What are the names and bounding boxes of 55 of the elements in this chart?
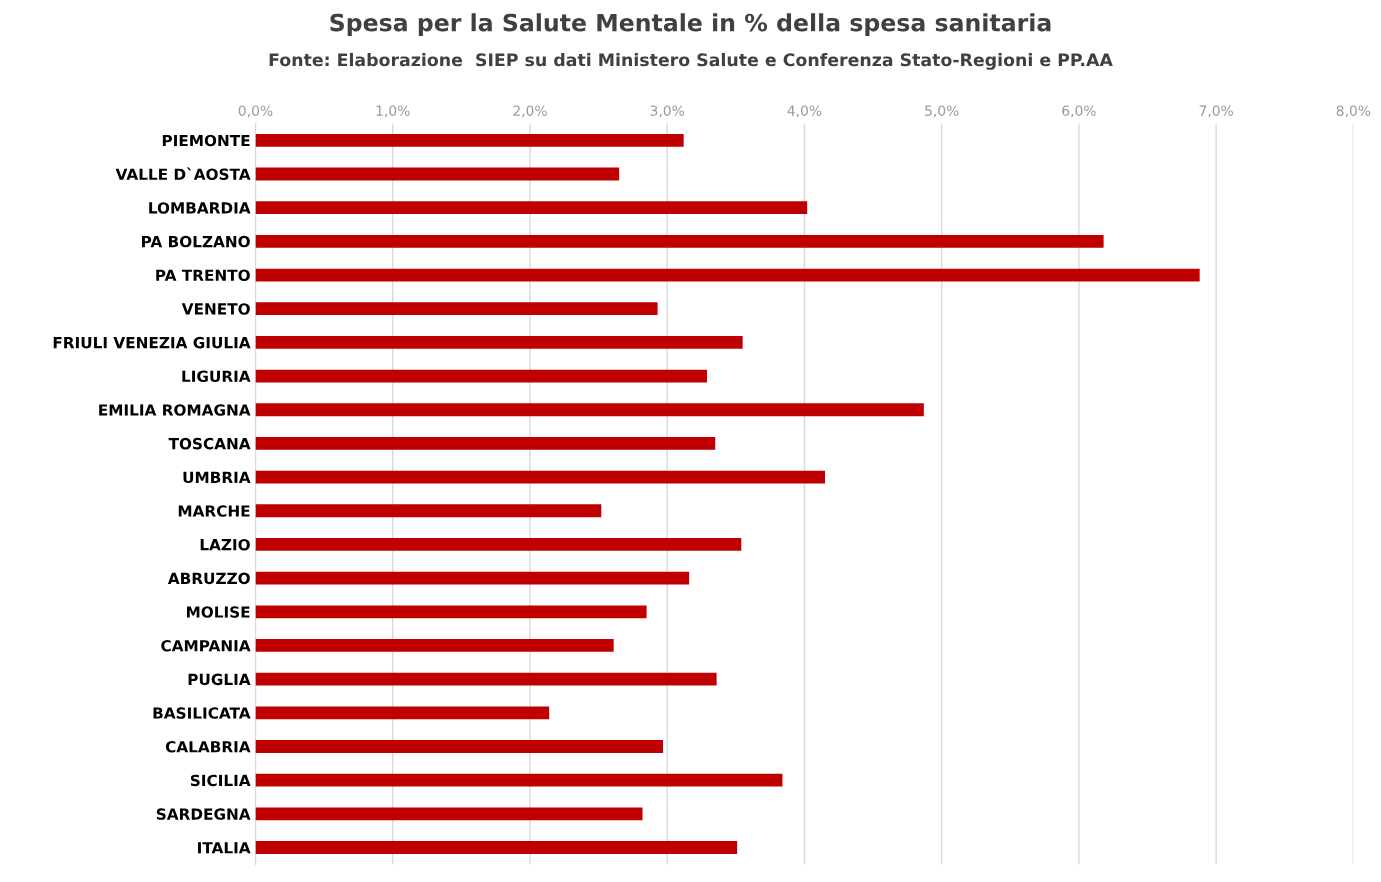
y-tick-label: PIEMONTE (162, 134, 250, 147)
bar (255, 437, 716, 450)
y-tick-label: EMILIA ROMAGNA (99, 404, 251, 416)
y-tick-label: CALABRIA (165, 740, 251, 753)
y-tick-label: MOLISE (186, 606, 250, 618)
bar (255, 335, 743, 349)
y-tick-label: MARCHE (178, 505, 250, 517)
chart-subtitle: Fonte: Elaborazione SIEP su dati Ministero Salute e Conferenza Stato-Regioni e PP.AA (269, 52, 1113, 70)
bar (255, 605, 647, 619)
y-tick-label: LOMBARDIA (149, 202, 251, 214)
bar (255, 133, 684, 147)
bar (255, 201, 808, 215)
bar (255, 268, 1200, 282)
bar (255, 773, 783, 787)
y-tick-label: CAMPANIA (161, 639, 251, 652)
y-tick-label: VALLE D`AOSTA (115, 167, 251, 181)
y-tick-label: LIGURIA (182, 370, 251, 383)
y-tick-label: ITALIA (198, 842, 251, 854)
bar (255, 369, 707, 383)
bar (255, 234, 1104, 248)
x-tick-label: 8,0% (1336, 105, 1371, 118)
x-tick-label: 3,0% (650, 105, 685, 118)
y-tick-label: PA TRENTO (156, 269, 250, 282)
y-tick-label: SICILIA (190, 774, 251, 787)
x-tick-label: 5,0% (925, 105, 959, 118)
bar (255, 841, 738, 854)
y-tick-label: PA BOLZANO (142, 235, 250, 248)
y-tick-label: VENETO (181, 303, 250, 315)
bar (255, 740, 664, 753)
bar (255, 538, 742, 551)
x-tick-label: 7,0% (1199, 105, 1234, 118)
bar (255, 167, 620, 181)
bar (255, 302, 658, 316)
bar (255, 706, 550, 720)
x-tick-label: 2,0% (513, 105, 547, 118)
bar (255, 504, 602, 518)
bar (255, 639, 614, 652)
y-tick-label: UMBRIA (183, 471, 251, 484)
bar (255, 672, 717, 686)
y-tick-label: BASILICATA (153, 707, 251, 719)
bar (255, 571, 690, 585)
x-tick-label: 1,0% (376, 105, 410, 118)
chart-title: Spesa per la Salute Mentale in % della spesa sanitaria (330, 13, 1051, 37)
bar (255, 807, 643, 821)
x-tick-label: 6,0% (1062, 105, 1096, 118)
x-tick-label: 4,0% (787, 105, 822, 118)
y-tick-label: SARDEGNA (156, 808, 251, 820)
y-tick-label: LAZIO (200, 538, 250, 551)
y-tick-label: ABRUZZO (167, 572, 250, 585)
bar (255, 403, 924, 417)
y-tick-label: FRIULI VENEZIA GIULIA (53, 336, 251, 349)
bar (255, 470, 826, 484)
y-tick-label: TOSCANA (168, 437, 251, 450)
x-tick-label: 0,0% (238, 105, 273, 118)
y-tick-label: PUGLIA (188, 673, 251, 686)
